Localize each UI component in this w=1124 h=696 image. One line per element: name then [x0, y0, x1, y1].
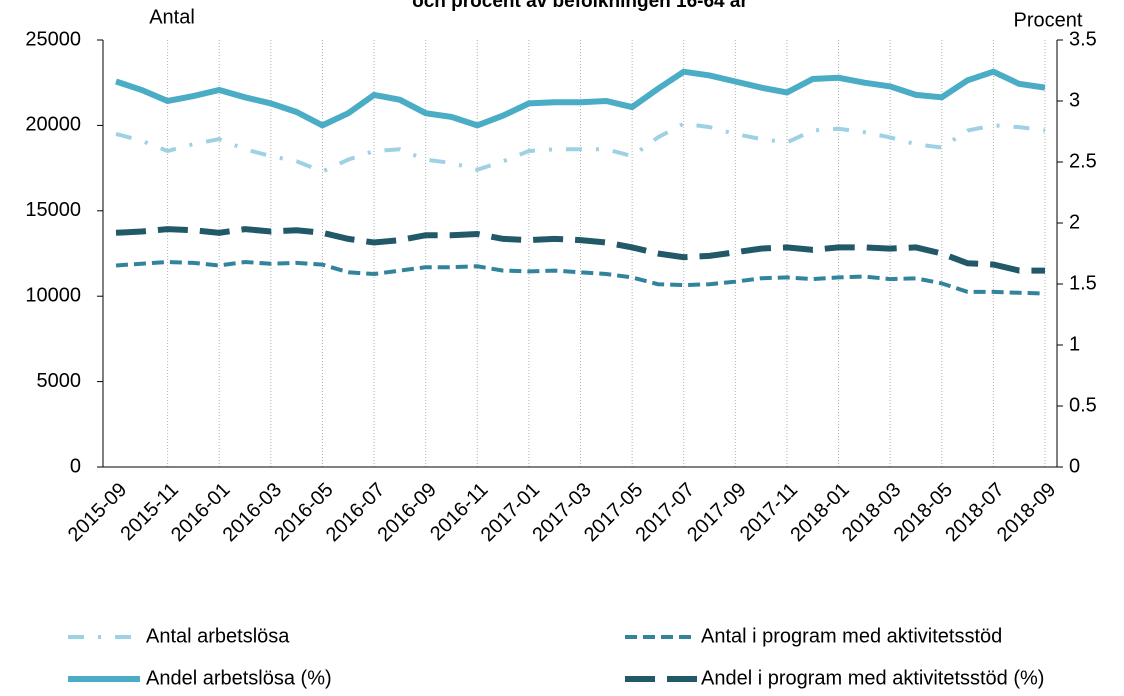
y2-tick-label: 0.5 [1069, 394, 1097, 416]
legend-label: Antal arbetslösa [146, 625, 290, 647]
y-tick-label: 25000 [25, 28, 81, 50]
y-axis-label: Antal [149, 6, 195, 28]
y-tick-label: 5000 [37, 370, 82, 392]
y2-tick-label: 2 [1069, 211, 1080, 233]
legend-label: Andel arbetslösa (%) [146, 667, 332, 689]
series-line [115, 121, 1046, 174]
x-tick-label: 2015-09 [64, 479, 131, 546]
chart-title: och procent av befolkningen 16-64 år [412, 0, 748, 12]
y2-tick-label: 3.5 [1069, 28, 1097, 50]
series-line [115, 259, 1046, 296]
y-tick-label: 20000 [25, 114, 81, 136]
y2-axis-label: Procent [1014, 9, 1083, 31]
y-tick-label: 10000 [25, 284, 81, 306]
y2-tick-label: 1 [1069, 333, 1080, 355]
y2-tick-label: 1.5 [1069, 272, 1097, 294]
series-line [115, 68, 1046, 129]
legend-label: Andel i program med aktivitetsstöd (%) [701, 667, 1044, 689]
y2-tick-label: 2.5 [1069, 150, 1097, 172]
y2-tick-label: 0 [1069, 455, 1080, 477]
series-line [115, 226, 1045, 274]
y-tick-label: 0 [70, 455, 81, 477]
legend-label: Antal i program med aktivitetsstöd [701, 625, 1002, 647]
y-tick-label: 15000 [25, 199, 81, 221]
y2-tick-label: 3 [1069, 89, 1080, 111]
